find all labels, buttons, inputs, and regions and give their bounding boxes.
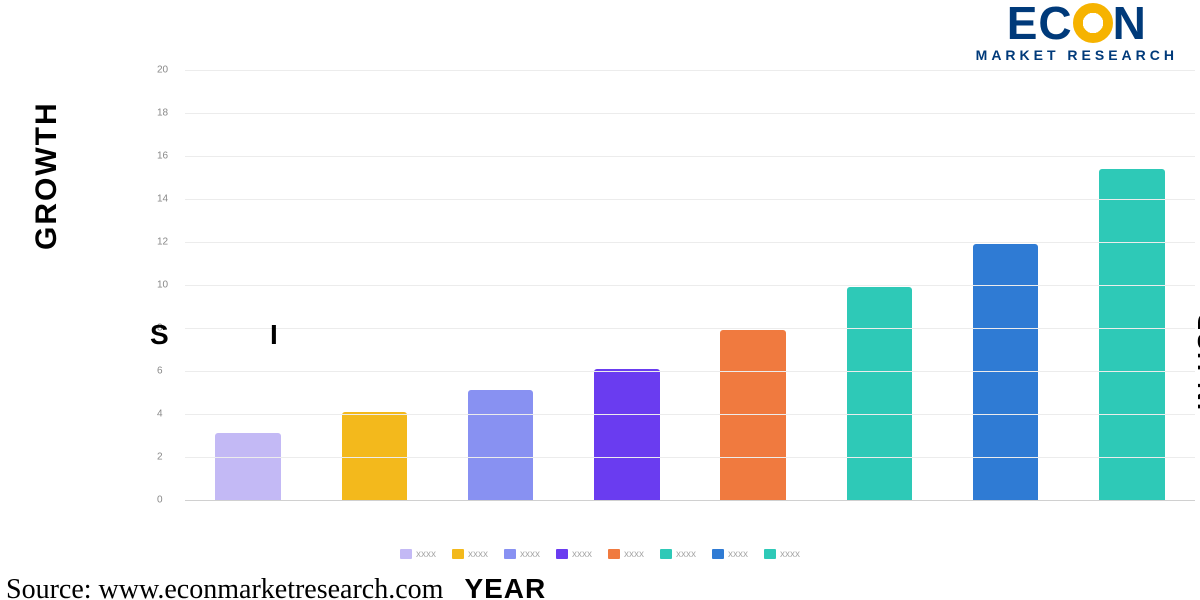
y-tick-label: 10 [157, 280, 168, 291]
legend-item: xxxx [556, 549, 592, 560]
bar [594, 369, 660, 500]
y-tick-label: 12 [157, 237, 168, 248]
page-root: ECN MARKET RESEARCH GROWTH IN USD 024681… [0, 0, 1200, 600]
bar [1099, 169, 1165, 500]
legend-label: xxxx [728, 549, 748, 560]
y-tick-label: 16 [157, 151, 168, 162]
legend-swatch [608, 549, 620, 559]
legend-item: xxxx [660, 549, 696, 560]
footer-year: YEAR [464, 573, 546, 600]
legend-item: xxxx [764, 549, 800, 560]
y-tick-label: 14 [157, 194, 168, 205]
grid-line [185, 242, 1195, 243]
legend-label: xxxx [676, 549, 696, 560]
bar [720, 330, 786, 500]
y-tick-label: 6 [157, 366, 163, 377]
bar [342, 412, 408, 500]
legend-item: xxxx [608, 549, 644, 560]
legend-item: xxxx [712, 549, 748, 560]
legend-swatch [504, 549, 516, 559]
stray-mark: I [270, 319, 278, 351]
grid-line [185, 414, 1195, 415]
legend-label: xxxx [468, 549, 488, 560]
y-tick-label: 2 [157, 452, 163, 463]
grid-line [185, 113, 1195, 114]
legend-swatch [764, 549, 776, 559]
legend-swatch [712, 549, 724, 559]
legend-swatch [556, 549, 568, 559]
y-axis-label-left: GROWTH [30, 101, 64, 250]
bar [215, 433, 281, 500]
grid-line [185, 371, 1195, 372]
legend-item: xxxx [504, 549, 540, 560]
stray-mark: S [150, 319, 169, 351]
legend-label: xxxx [780, 549, 800, 560]
chart-container: 02468101214161820 SI [60, 70, 1165, 500]
legend-label: xxxx [624, 549, 644, 560]
footer-source-line: Source: www.econmarketresearch.com YEAR [6, 573, 546, 600]
brand-logo: ECN MARKET RESEARCH [976, 0, 1178, 62]
legend-swatch [400, 549, 412, 559]
bar [468, 390, 534, 500]
y-tick-label: 0 [157, 495, 163, 506]
y-tick-label: 20 [157, 65, 168, 76]
logo-o-icon [1073, 3, 1113, 43]
legend-label: xxxx [520, 549, 540, 560]
y-tick-label: 4 [157, 409, 163, 420]
legend-swatch [660, 549, 672, 559]
bar [973, 244, 1039, 500]
grid-line [185, 156, 1195, 157]
legend-label: xxxx [416, 549, 436, 560]
y-tick-label: 18 [157, 108, 168, 119]
legend-item: xxxx [400, 549, 436, 560]
grid-line [185, 328, 1195, 329]
grid-line [185, 199, 1195, 200]
grid-line [185, 70, 1195, 71]
grid-line [185, 457, 1195, 458]
grid-line [185, 285, 1195, 286]
legend-label: xxxx [572, 549, 592, 560]
logo-subtitle: MARKET RESEARCH [976, 48, 1178, 62]
legend: xxxx xxxx xxxx xxxx xxxx xxxx xxxx xxxx [0, 549, 1200, 560]
logo-word: ECN [976, 0, 1178, 46]
footer-source: Source: www.econmarketresearch.com [6, 574, 443, 600]
legend-item: xxxx [452, 549, 488, 560]
bar [847, 287, 913, 500]
legend-swatch [452, 549, 464, 559]
plot-area: 02468101214161820 [185, 70, 1195, 501]
